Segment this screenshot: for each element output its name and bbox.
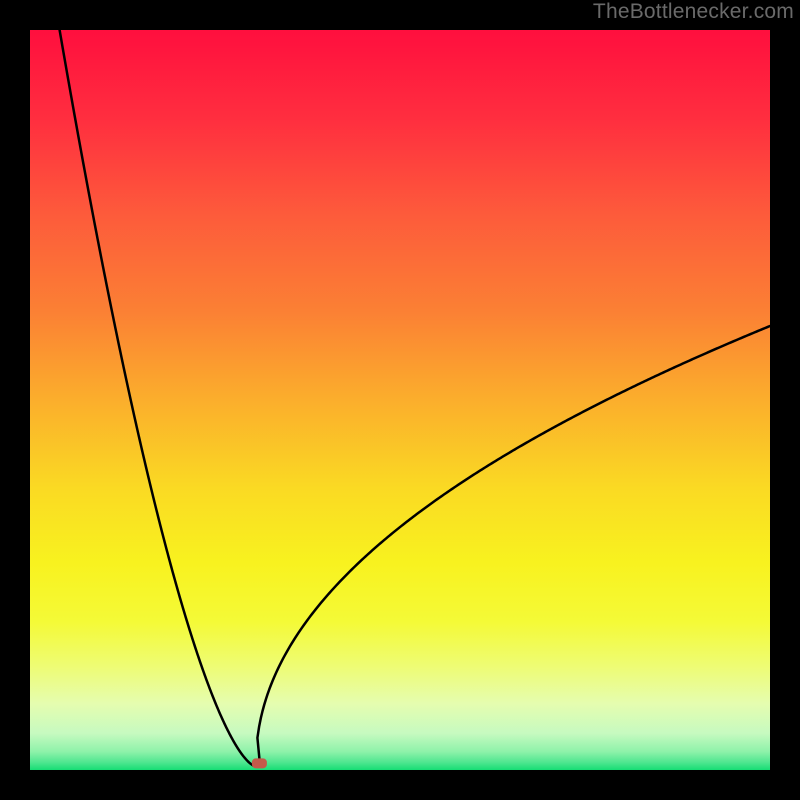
- min-marker: [252, 758, 267, 768]
- chart-stage: TheBottlenecker.com: [0, 0, 800, 800]
- watermark-text: TheBottlenecker.com: [593, 0, 794, 24]
- plot-background: [30, 30, 770, 770]
- bottleneck-chart: [0, 0, 800, 800]
